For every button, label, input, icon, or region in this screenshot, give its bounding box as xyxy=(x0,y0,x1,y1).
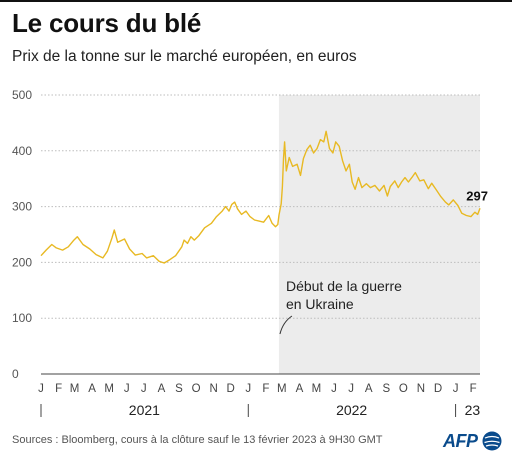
year-label: 2021 xyxy=(129,402,160,418)
x-tick-label: F xyxy=(55,383,62,395)
annotation-text: en Ukraine xyxy=(286,296,354,312)
war-period-shading xyxy=(278,95,480,374)
x-tick-label: S xyxy=(382,383,390,395)
y-tick-label: 400 xyxy=(12,144,32,158)
year-label: 2022 xyxy=(336,402,367,418)
annotation-text: Début de la guerre xyxy=(286,278,402,294)
year-label: 23 xyxy=(465,402,481,418)
afp-logo: AFP xyxy=(443,430,503,452)
y-tick-label: 0 xyxy=(12,367,19,381)
x-tick-label: O xyxy=(192,383,201,395)
x-tick-label: N xyxy=(417,383,425,395)
x-tick-label: M xyxy=(104,383,114,395)
top-rule xyxy=(0,0,512,2)
x-tick-label: F xyxy=(470,383,477,395)
x-tick-label: D xyxy=(434,383,442,395)
x-tick-label: M xyxy=(70,383,80,395)
chart-subtitle: Prix de la tonne sur le marché européen,… xyxy=(12,48,357,65)
x-tick-label: J xyxy=(124,383,130,395)
globe-icon xyxy=(482,431,502,451)
chart-title: Le cours du blé xyxy=(12,8,202,38)
x-tick-label: A xyxy=(88,383,96,395)
x-tick-label: A xyxy=(296,383,304,395)
x-tick-label: N xyxy=(209,383,217,395)
x-tick-label: A xyxy=(158,383,166,395)
x-tick-label: J xyxy=(141,383,147,395)
logo-text: AFP xyxy=(443,431,478,451)
x-tick-label: O xyxy=(399,383,408,395)
y-tick-label: 500 xyxy=(12,88,32,102)
x-tick-label: F xyxy=(262,383,269,395)
last-value-label: 297 xyxy=(466,188,488,203)
x-tick-label: J xyxy=(331,383,337,395)
x-tick-label: S xyxy=(175,383,183,395)
series-line xyxy=(40,130,481,264)
annotation: 297 Début de la guerre en Ukraine xyxy=(279,188,488,335)
x-tick-label: M xyxy=(312,383,322,395)
y-axis-ticks: 0 100 200 300 400 500 xyxy=(12,88,32,381)
price-series xyxy=(40,130,481,264)
x-tick-label: M xyxy=(277,383,287,395)
x-tick-label: J xyxy=(348,383,354,395)
x-tick-label: A xyxy=(365,383,373,395)
x-tick-label: J xyxy=(38,383,44,395)
x-tick-label: J xyxy=(453,383,459,395)
x-tick-label: D xyxy=(227,383,235,395)
annotation-leader xyxy=(279,315,293,335)
y-tick-label: 300 xyxy=(12,200,32,214)
shaded-region xyxy=(278,95,480,374)
source-note: Sources : Bloomberg, cours à la clôture … xyxy=(12,434,383,446)
x-tick-label: J xyxy=(245,383,251,395)
y-tick-label: 100 xyxy=(12,311,32,325)
grid-lines xyxy=(41,94,480,375)
y-tick-label: 200 xyxy=(12,255,32,269)
